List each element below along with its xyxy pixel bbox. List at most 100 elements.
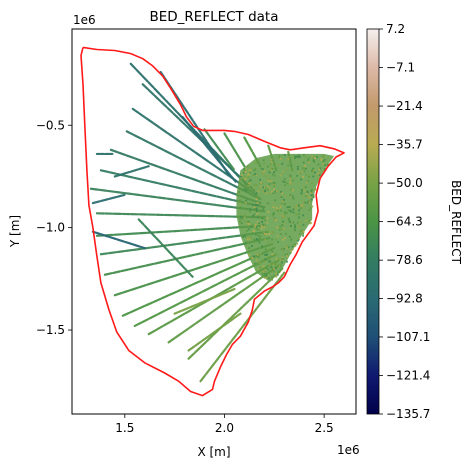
data-point bbox=[304, 219, 307, 222]
data-point bbox=[244, 201, 247, 204]
data-point bbox=[271, 278, 273, 281]
data-point bbox=[291, 245, 294, 248]
data-point bbox=[313, 171, 316, 174]
data-point bbox=[276, 235, 279, 237]
data-point bbox=[267, 188, 270, 191]
data-point bbox=[275, 262, 278, 265]
data-point bbox=[304, 168, 307, 170]
data-point bbox=[266, 217, 269, 219]
data-point bbox=[318, 168, 321, 171]
data-point bbox=[261, 216, 263, 219]
data-point bbox=[269, 167, 272, 170]
colorbar-label: BED_REFLECT bbox=[449, 180, 463, 265]
data-point bbox=[257, 195, 259, 198]
data-point bbox=[288, 155, 291, 158]
colorbar-tick-label: 7.2 bbox=[386, 22, 405, 36]
data-point bbox=[294, 157, 297, 160]
data-point bbox=[289, 188, 292, 191]
data-point bbox=[298, 216, 300, 219]
colorbar-tick-label: −135.7 bbox=[386, 407, 430, 421]
data-point bbox=[258, 237, 261, 240]
data-point bbox=[271, 250, 274, 253]
data-point bbox=[301, 167, 304, 170]
data-point bbox=[275, 258, 278, 260]
data-point bbox=[297, 213, 300, 215]
data-point bbox=[248, 180, 251, 183]
data-point bbox=[257, 239, 260, 242]
data-point bbox=[295, 155, 298, 158]
data-point bbox=[248, 173, 250, 176]
data-point bbox=[266, 275, 269, 278]
data-point bbox=[261, 253, 263, 255]
data-point bbox=[251, 232, 254, 235]
data-point bbox=[274, 190, 277, 193]
data-point bbox=[304, 186, 307, 188]
data-point bbox=[303, 189, 306, 192]
dense-data-layer bbox=[236, 153, 335, 281]
data-point bbox=[289, 183, 292, 185]
data-point bbox=[281, 261, 283, 264]
data-point bbox=[311, 205, 314, 208]
data-point bbox=[276, 226, 279, 229]
data-point bbox=[308, 157, 310, 160]
data-point bbox=[247, 236, 250, 239]
data-point bbox=[276, 273, 279, 276]
data-point bbox=[302, 232, 305, 235]
data-point bbox=[254, 262, 256, 265]
data-point bbox=[305, 192, 308, 195]
data-point bbox=[283, 227, 286, 230]
data-point bbox=[292, 197, 295, 200]
data-point bbox=[291, 195, 294, 198]
data-point bbox=[284, 181, 286, 184]
data-point bbox=[287, 209, 290, 212]
data-point bbox=[275, 272, 278, 275]
data-point bbox=[243, 234, 246, 236]
data-point bbox=[297, 224, 300, 227]
data-point bbox=[294, 229, 296, 232]
data-point bbox=[299, 204, 302, 207]
data-point bbox=[305, 181, 308, 184]
colorbar-tick-label: −78.6 bbox=[386, 253, 423, 267]
data-point bbox=[265, 267, 268, 270]
data-point bbox=[308, 175, 311, 178]
data-point bbox=[253, 169, 256, 172]
data-point bbox=[257, 190, 260, 193]
data-point bbox=[260, 167, 262, 170]
data-point bbox=[254, 223, 257, 226]
data-point bbox=[262, 217, 264, 220]
data-point bbox=[253, 230, 256, 233]
data-point bbox=[266, 177, 269, 180]
data-point bbox=[246, 222, 249, 225]
colorbar-tick-label: −107.1 bbox=[386, 330, 430, 344]
data-point bbox=[267, 165, 269, 168]
data-point bbox=[257, 267, 260, 270]
data-point bbox=[288, 235, 291, 238]
data-point bbox=[261, 168, 264, 171]
data-point bbox=[302, 175, 304, 178]
data-point bbox=[294, 245, 296, 248]
x-tick-label: 2.5 bbox=[315, 421, 334, 435]
data-point bbox=[289, 194, 292, 196]
data-point bbox=[270, 266, 273, 269]
data-point bbox=[240, 222, 243, 225]
data-point bbox=[249, 208, 252, 211]
flight-line bbox=[203, 128, 236, 172]
data-point bbox=[288, 206, 291, 208]
data-point bbox=[270, 163, 272, 166]
data-point bbox=[315, 156, 318, 158]
data-point bbox=[302, 153, 305, 156]
data-point bbox=[262, 171, 265, 174]
data-point bbox=[242, 235, 245, 238]
data-point bbox=[254, 203, 257, 206]
data-point bbox=[307, 159, 309, 161]
data-point bbox=[236, 192, 239, 195]
data-point bbox=[261, 270, 264, 273]
data-point bbox=[256, 228, 259, 231]
data-point bbox=[313, 160, 316, 163]
data-point bbox=[244, 184, 247, 187]
data-point bbox=[261, 182, 264, 185]
data-point bbox=[282, 238, 284, 241]
data-point bbox=[257, 234, 260, 237]
data-point bbox=[248, 254, 250, 257]
data-point bbox=[268, 171, 271, 174]
